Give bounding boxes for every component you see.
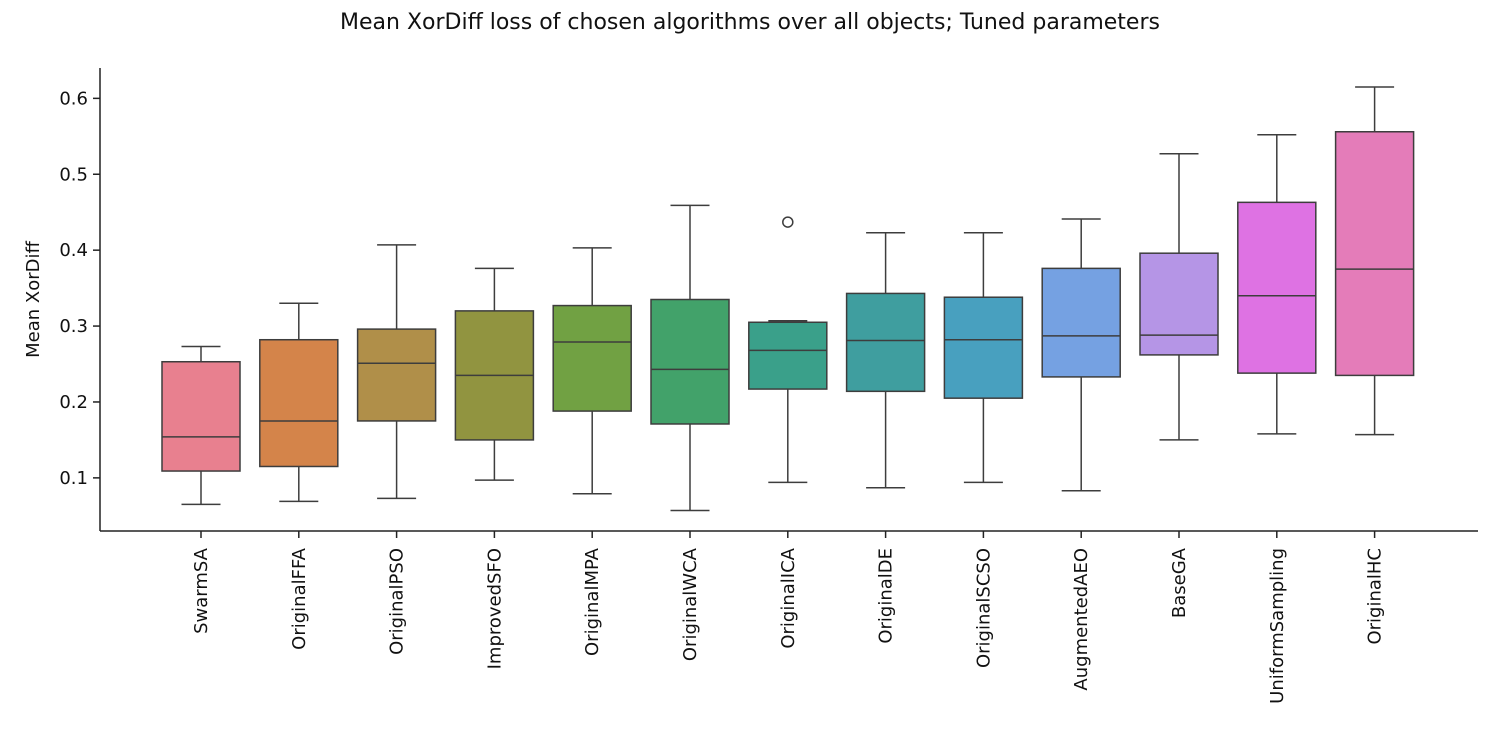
x-tick-label: OriginalSCSO	[973, 548, 994, 668]
box	[845, 292, 926, 393]
x-tick-label: UniformSampling	[1267, 548, 1288, 704]
y-tick-label: 0.5	[59, 164, 88, 185]
x-axis: SwarmSA OriginalFFA OriginalPSO ImprovedSFO…	[100, 530, 1478, 704]
box	[1139, 252, 1219, 356]
x-tick-label: OriginalPSO	[387, 548, 408, 655]
box	[259, 338, 339, 468]
box-group	[552, 247, 632, 495]
box-group	[650, 204, 730, 512]
outlier-point	[782, 216, 794, 228]
box	[1334, 131, 1415, 377]
box	[650, 298, 730, 425]
box-group	[845, 231, 926, 489]
x-tick-label: OriginalDE	[876, 548, 897, 644]
box-group	[943, 231, 1024, 484]
chart-title: Mean XorDiff loss of chosen algorithms o…	[340, 10, 1160, 35]
box-group	[161, 345, 241, 506]
boxes	[161, 86, 1415, 512]
box	[1237, 201, 1317, 374]
box-group	[748, 216, 828, 484]
y-tick-label: 0.1	[59, 468, 88, 489]
box-group	[259, 302, 339, 503]
box	[748, 321, 828, 390]
x-tick-label: BaseGA	[1169, 547, 1190, 618]
y-axis-label: Mean XorDiff	[23, 241, 44, 358]
x-tick-label: OriginalMPA	[582, 547, 603, 656]
y-tick-label: 0.6	[59, 88, 88, 109]
box	[356, 328, 437, 422]
x-tick-label: OriginalICA	[778, 547, 799, 648]
x-tick-label: ImprovedSFO	[484, 548, 505, 669]
box-group	[454, 267, 535, 481]
box-group	[1334, 86, 1415, 436]
box-group	[1041, 218, 1121, 492]
y-tick-label: 0.3	[59, 316, 88, 337]
y-tick-label: 0.2	[59, 392, 88, 413]
box	[1041, 267, 1121, 378]
box	[552, 304, 632, 412]
y-tick-label: 0.4	[59, 240, 88, 261]
box-group	[356, 244, 437, 500]
box-group	[1139, 153, 1219, 441]
x-tick-label: OriginalHC	[1365, 548, 1386, 645]
box	[161, 360, 241, 472]
box	[943, 296, 1024, 399]
x-tick-label: AugmentedAEO	[1071, 548, 1092, 691]
box-group	[1237, 134, 1317, 435]
x-tick-label: OriginalFFA	[289, 547, 310, 649]
y-axis: 0.1 0.2 0.3 0.4 0.5 0.6	[59, 68, 101, 531]
x-tick-label: OriginalWCA	[680, 547, 701, 661]
x-tick-label: SwarmSA	[191, 547, 212, 634]
